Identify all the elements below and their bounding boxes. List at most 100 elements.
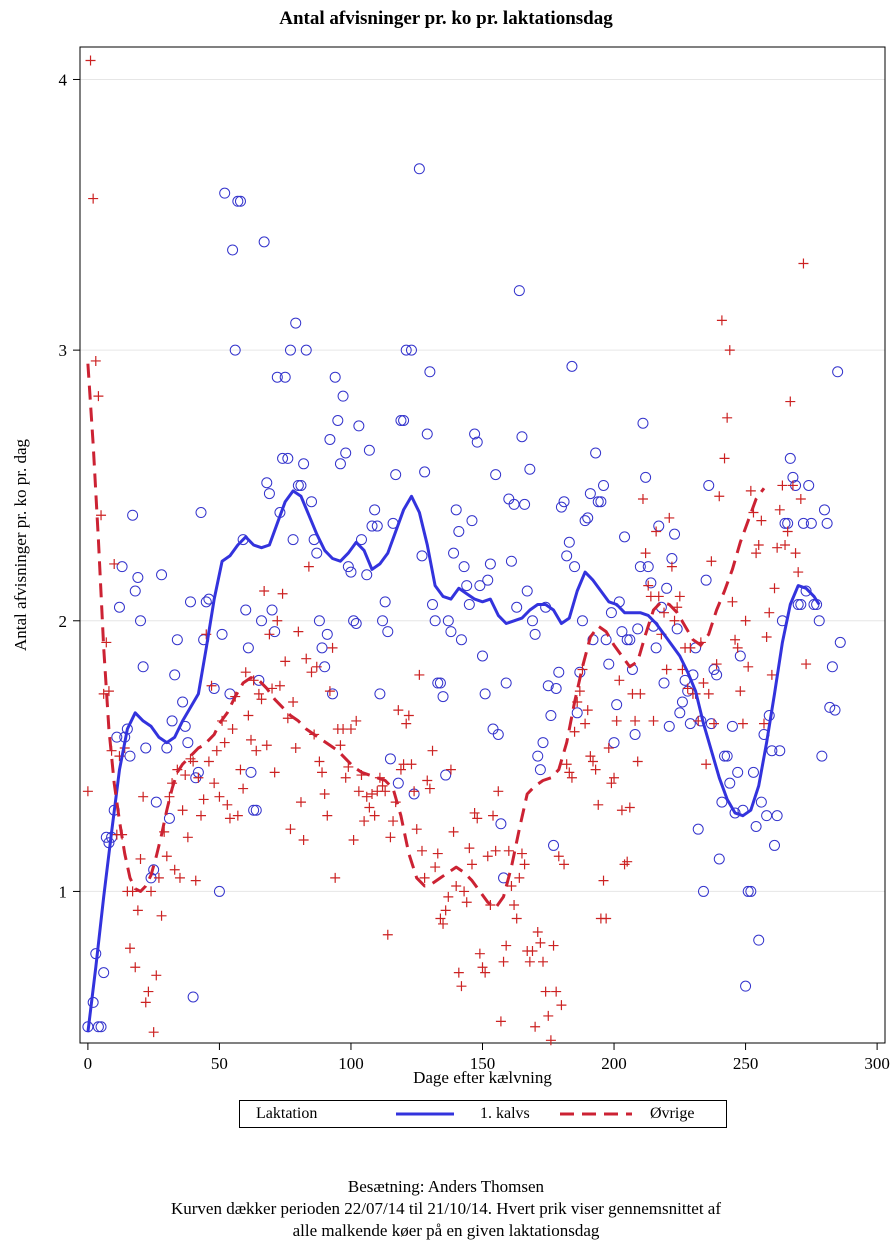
point-s0-103: [379, 596, 391, 608]
point-s1-43: [196, 810, 207, 821]
chart-title: Antal afvisninger pr. ko pr. laktationsd…: [279, 8, 613, 29]
point-s1-147: [469, 807, 480, 818]
point-s1-150: [477, 962, 488, 973]
point-s1-255: [753, 540, 764, 550]
point-s1-103: [353, 786, 364, 797]
point-s1-89: [317, 767, 328, 778]
point-s0-154: [519, 498, 531, 510]
point-s1-273: [801, 659, 812, 670]
point-s0-69: [284, 344, 296, 356]
point-s1-223: [669, 615, 680, 626]
point-s1-212: [640, 548, 651, 559]
point-s0-268: [818, 504, 830, 516]
point-s1-200: [609, 772, 620, 783]
point-s1-41: [190, 875, 201, 886]
point-s1-220: [661, 664, 672, 675]
point-s0-186: [603, 658, 615, 670]
point-s0-33: [182, 737, 194, 749]
point-s0-197: [632, 623, 644, 635]
point-s1-52: [219, 737, 230, 748]
point-s1-118: [393, 705, 404, 716]
point-s0-68: [282, 452, 294, 464]
point-s1-211: [637, 493, 648, 504]
point-s0-38: [195, 507, 207, 519]
point-s0-205: [653, 520, 665, 532]
point-s1-270: [793, 567, 804, 578]
point-s1-2: [88, 193, 99, 204]
point-s0-134: [466, 515, 478, 527]
point-s1-84: [303, 561, 314, 572]
point-s1-73: [274, 680, 285, 691]
point-s0-97: [363, 444, 375, 456]
point-s1-210: [635, 688, 646, 699]
y-tick-label-1: 2: [59, 612, 68, 631]
point-s1-18: [130, 962, 141, 973]
point-s0-138: [477, 650, 488, 662]
point-s1-78: [288, 696, 299, 707]
point-s0-260: [797, 517, 809, 529]
point-s0-155: [521, 585, 533, 597]
point-s0-193: [621, 634, 633, 646]
point-s1-67: [259, 586, 270, 597]
point-s0-26: [161, 742, 173, 754]
point-s1-190: [582, 705, 593, 716]
point-s0-148: [503, 493, 515, 505]
point-s1-269: [790, 548, 801, 559]
point-s1-260: [766, 669, 777, 680]
point-s1-57: [232, 810, 243, 821]
point-s1-16: [124, 943, 135, 954]
point-s0-130: [455, 634, 467, 646]
point-s1-215: [648, 715, 659, 726]
point-s0-150: [508, 498, 520, 510]
point-s0-217: [684, 718, 696, 730]
point-s1-131: [427, 745, 438, 756]
point-s0-142: [487, 723, 499, 735]
point-s1-26: [151, 970, 162, 981]
point-s0-48: [229, 344, 241, 356]
point-s0-88: [337, 390, 349, 402]
point-s0-64: [271, 371, 283, 383]
point-s0-96: [361, 569, 373, 581]
point-s0-135: [469, 428, 481, 440]
point-s1-139: [448, 826, 459, 837]
point-s0-58: [256, 615, 268, 627]
point-s0-145: [495, 818, 507, 830]
point-s1-225: [674, 591, 685, 602]
point-s1-138: [445, 764, 456, 775]
point-s0-74: [298, 458, 310, 470]
point-s1-173: [538, 956, 549, 967]
point-s1-213: [643, 580, 654, 591]
point-s1-148: [472, 813, 483, 824]
point-s0-270: [824, 701, 836, 713]
point-s0-271: [826, 661, 838, 673]
point-s0-223: [700, 574, 712, 586]
point-s1-262: [772, 542, 783, 553]
point-s0-93: [350, 617, 362, 629]
point-s1-130: [424, 783, 435, 794]
point-s0-98: [366, 520, 378, 532]
point-s0-125: [442, 615, 454, 627]
point-s1-17: [127, 886, 138, 897]
point-s0-198: [634, 561, 646, 573]
point-s1-169: [527, 945, 538, 956]
point-s1-55: [227, 724, 238, 735]
point-s0-67: [279, 371, 291, 383]
point-s1-126: [414, 669, 425, 680]
x-axis-label: Dage efter kælvning: [413, 1068, 552, 1087]
trend-line-0: [86, 489, 821, 1033]
point-s1-248: [735, 686, 746, 697]
point-s1-80: [293, 626, 304, 637]
point-s0-231: [721, 750, 733, 762]
point-s0-147: [500, 677, 512, 689]
point-s1-229: [685, 642, 696, 653]
point-s1-184: [566, 772, 577, 783]
point-s0-137: [474, 580, 486, 592]
point-s1-68: [261, 740, 272, 751]
point-s1-246: [730, 634, 741, 645]
point-s1-159: [501, 940, 512, 951]
legend: Laktation 1. kalvs Øvrige: [239, 1100, 727, 1128]
point-s1-63: [248, 675, 259, 686]
point-s0-61: [263, 488, 275, 500]
point-s1-175: [543, 1010, 554, 1021]
point-s1-181: [559, 859, 570, 870]
